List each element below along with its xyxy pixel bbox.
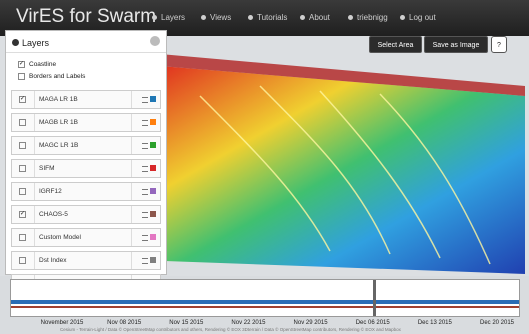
layer-label: Dst Index (39, 257, 67, 264)
timeline[interactable] (10, 279, 520, 317)
checkbox-cell (12, 160, 35, 177)
checkbox[interactable] (19, 234, 26, 241)
time-cursor[interactable] (373, 280, 376, 316)
navbar: VirES for Swarm Layers Views Tutorials Abou… (0, 0, 529, 36)
color-swatch[interactable] (150, 257, 156, 263)
layer-row: MAGC LR 1B (11, 136, 161, 155)
layer-tools (131, 206, 160, 223)
checkbox-cell (12, 252, 35, 269)
checkbox[interactable]: ✓ (18, 61, 25, 68)
checkbox[interactable] (19, 257, 26, 264)
settings-icon[interactable] (142, 235, 148, 241)
checkbox-cell: ✓ (12, 91, 35, 108)
layer-tools (131, 252, 160, 269)
settings-icon[interactable] (142, 212, 148, 218)
checkbox-cell (12, 183, 35, 200)
checkbox-cell: ✓ (12, 206, 35, 223)
checkbox[interactable] (19, 188, 26, 195)
field-surface-edge (160, 54, 525, 96)
timeline-track (11, 280, 519, 316)
checkbox[interactable] (19, 142, 26, 149)
layer-label: MAGC LR 1B (39, 142, 79, 149)
layer-row: ✓ CHAOS-5 (11, 205, 161, 224)
layer-tools (131, 114, 160, 131)
toolbar-button[interactable]: Select Area (369, 36, 422, 53)
track-bar (11, 300, 519, 304)
checkbox[interactable] (19, 119, 26, 126)
nav-link[interactable]: Tutorials (248, 13, 287, 22)
nav-link[interactable]: Log out (400, 13, 436, 22)
timeline-label: Dec 13 2015 (417, 320, 452, 326)
base-layer-label: Borders and Labels (29, 73, 86, 81)
nav-link[interactable]: triebnigg (348, 13, 388, 22)
layer-tools (131, 183, 160, 200)
color-swatch[interactable] (150, 142, 156, 148)
checkbox-cell (12, 229, 35, 246)
layers-panel: Layers ✓ Coastline Borders and Labels ✓ MAGA… (5, 30, 167, 293)
layer-tools (131, 160, 160, 177)
attribution: Cesium - Terrain-Light / Data © OpenStre… (60, 327, 401, 332)
checkbox[interactable]: ✓ (19, 211, 26, 218)
timeline-label: Dec 06 2015 (355, 320, 390, 326)
layer-tools (131, 91, 160, 108)
base-layer[interactable]: Borders and Labels (18, 73, 85, 80)
field-surface (160, 66, 525, 274)
checkbox-cell (12, 137, 35, 154)
layer-tools (131, 229, 160, 246)
settings-icon[interactable] (142, 258, 148, 264)
layer-label: Custom Model (39, 234, 81, 241)
color-swatch[interactable] (150, 188, 156, 194)
color-swatch[interactable] (150, 96, 156, 102)
layer-row: ✓ MAGA LR 1B (11, 90, 161, 109)
nav-link[interactable]: Layers (152, 13, 185, 22)
toolbar-button[interactable]: ? (491, 36, 507, 53)
color-swatch[interactable] (150, 211, 156, 217)
timeline-label: Nov 15 2015 (169, 320, 204, 326)
layer-tools (131, 137, 160, 154)
checkbox[interactable] (19, 165, 26, 172)
checkbox[interactable]: ✓ (19, 96, 26, 103)
panel-title: Layers (11, 38, 50, 48)
base-layer-label: Coastline (29, 61, 57, 69)
orbit-tracks (199, 85, 491, 265)
checkbox[interactable] (18, 73, 25, 80)
layer-label: MAGA LR 1B (39, 96, 78, 103)
timeline-label: November 2015 (40, 320, 84, 326)
layer-row: IGRF12 (11, 182, 161, 201)
settings-icon[interactable] (142, 166, 148, 172)
nav-link[interactable]: About (300, 13, 330, 22)
layer-row: Custom Model (11, 228, 161, 247)
checkbox-cell (12, 114, 35, 131)
layer-row: SIFM (11, 159, 161, 178)
settings-icon[interactable] (142, 97, 148, 103)
timeline-label: Nov 08 2015 (107, 320, 142, 326)
layer-row: MAGB LR 1B (11, 113, 161, 132)
timeline-label: Nov 22 2015 (231, 320, 266, 326)
color-swatch[interactable] (150, 165, 156, 171)
timeline-label: Dec 20 2015 (479, 320, 515, 326)
separator (6, 52, 166, 53)
nav-link[interactable]: Views (201, 13, 231, 22)
layer-label: IGRF12 (39, 188, 62, 195)
color-swatch[interactable] (150, 234, 156, 240)
color-swatch[interactable] (150, 119, 156, 125)
brand[interactable]: VirES for Swarm (16, 6, 157, 27)
settings-icon[interactable] (142, 120, 148, 126)
layer-label: CHAOS-5 (39, 211, 68, 218)
settings-icon[interactable] (142, 143, 148, 149)
base-layer[interactable]: ✓ Coastline (18, 61, 56, 68)
track-bar (11, 306, 519, 308)
close-button[interactable] (150, 36, 160, 46)
settings-icon[interactable] (142, 189, 148, 195)
layer-row: Dst Index (11, 251, 161, 270)
toolbar-button[interactable]: Save as Image (424, 36, 488, 53)
layer-label: MAGB LR 1B (39, 119, 79, 126)
timeline-label: Nov 29 2015 (293, 320, 328, 326)
layer-label: SIFM (39, 165, 55, 172)
